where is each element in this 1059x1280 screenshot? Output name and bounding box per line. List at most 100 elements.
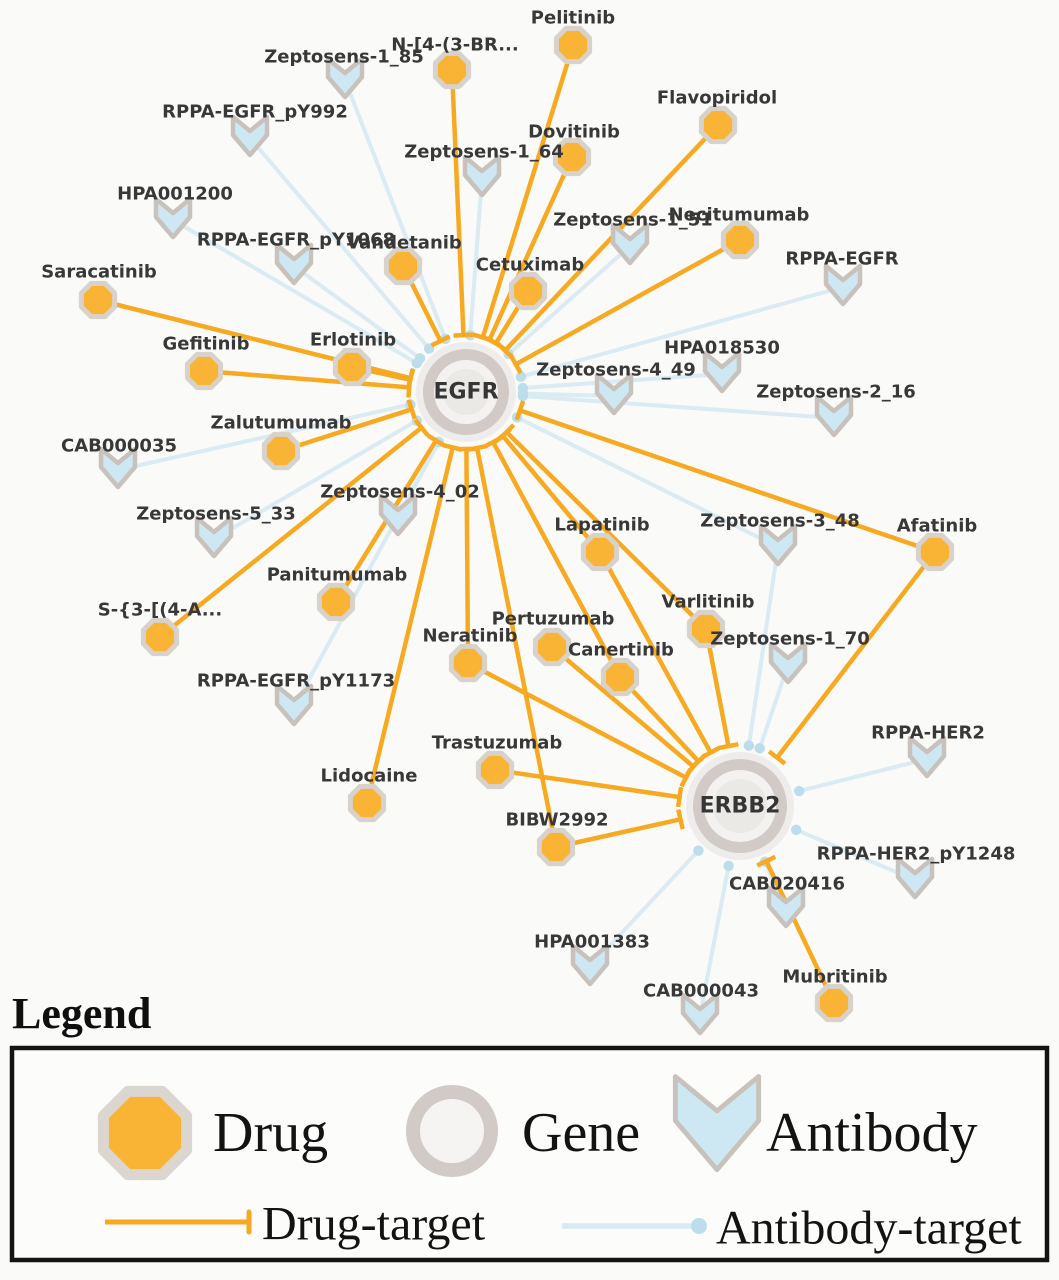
- legend-antibody-label: Antibody: [766, 1102, 978, 1164]
- label-py1173: RPPA-EGFR_pY1173: [197, 671, 395, 692]
- drug-node-pelitinib[interactable]: [553, 25, 593, 65]
- label-dovitinib: Dovitinib: [528, 122, 620, 143]
- drug-node-s34a[interactable]: [140, 617, 180, 657]
- label-cab000043: CAB000043: [643, 981, 759, 1002]
- legend: Legend Drug Gene Antibody Drug-target An…: [9, 989, 1050, 1263]
- label-zep533: Zeptosens-5_33: [136, 504, 296, 525]
- edge-neratinib-egfr: [466, 449, 468, 664]
- drug-node-lidocaine[interactable]: [347, 783, 387, 823]
- label-zep402: Zeptosens-4_02: [320, 482, 480, 503]
- label-panitumumab: Panitumumab: [267, 565, 408, 586]
- label-py1068: RPPA-EGFR_pY1068: [197, 230, 395, 251]
- label-zep151: Zeptosens-1_51: [553, 210, 713, 231]
- drug-node-neratinib[interactable]: [448, 643, 488, 683]
- edge-mubritinib-erbb2: [766, 861, 837, 1004]
- edge-gefitinib-egfr: [203, 368, 409, 387]
- antibody-node-hpa001200[interactable]: [153, 196, 193, 240]
- antibody-node-zep170[interactable]: [768, 641, 808, 685]
- drug-node-n43br[interactable]: [432, 50, 472, 90]
- edge-bibw2992-erbb2: [555, 819, 681, 850]
- label-mubritinib: Mubritinib: [782, 967, 887, 988]
- drug-node-necitumumab[interactable]: [720, 220, 760, 260]
- edge-varlitinib-erbb2: [703, 628, 729, 746]
- edge-zep533-egfr: [212, 415, 422, 541]
- label-cab020416: CAB020416: [729, 874, 845, 895]
- drug-node-lapatinib[interactable]: [580, 532, 620, 572]
- antibody-node-zep151[interactable]: [610, 222, 650, 266]
- label-saracatinib: Saracatinib: [41, 262, 157, 283]
- label-neratinib: Neratinib: [423, 626, 518, 647]
- edge-s34a-egfr: [158, 428, 422, 639]
- antibody-node-cab000043[interactable]: [680, 992, 720, 1036]
- label-pertuzumab: Pertuzumab: [492, 609, 615, 630]
- antibody-node-py1068[interactable]: [274, 242, 314, 286]
- label-n43br: N-[4-(3-BR...: [391, 35, 518, 56]
- edge-zep348-erbb2: [743, 546, 780, 751]
- antibody-node-cab000035[interactable]: [98, 446, 138, 490]
- drug-node-gefitinib[interactable]: [184, 351, 224, 391]
- edge-cab000035-egfr: [117, 399, 416, 472]
- drug-node-dovitinib[interactable]: [552, 137, 592, 177]
- edge-zep348-egfr: [511, 412, 779, 549]
- gene-node-egfr[interactable]: [416, 342, 516, 442]
- label-py1248: RPPA-HER2_pY1248: [817, 844, 1016, 865]
- legend-antibody-target-label: Antibody-target: [716, 1202, 1022, 1255]
- label-hpa018530: HPA018530: [664, 338, 780, 359]
- label-erbb2: ERBB2: [700, 794, 781, 819]
- edge-trastuzumab-erbb2: [494, 767, 680, 797]
- antibody-node-py1173[interactable]: [274, 683, 314, 727]
- drug-node-zalutumumab[interactable]: [261, 431, 301, 471]
- legend-drug-icon: [97, 1085, 193, 1181]
- antibody-node-hpa018530[interactable]: [702, 350, 742, 394]
- edge-py992-egfr: [248, 136, 435, 354]
- antibody-node-cab020416[interactable]: [766, 885, 806, 929]
- drug-node-panitumumab[interactable]: [316, 582, 356, 622]
- drug-node-varlitinib[interactable]: [686, 609, 726, 649]
- antibody-node-zep216[interactable]: [814, 394, 854, 438]
- antibody-node-py1248[interactable]: [895, 856, 935, 900]
- label-zep216: Zeptosens-2_16: [756, 382, 916, 403]
- label-egfr: EGFR: [433, 380, 498, 405]
- antibody-node-rppaher2[interactable]: [907, 735, 947, 779]
- edge-lidocaine-egfr: [364, 447, 453, 804]
- drug-node-vandetanib[interactable]: [383, 246, 423, 286]
- label-cab000035: CAB000035: [61, 436, 177, 457]
- label-zep449: Zeptosens-4_49: [536, 360, 696, 381]
- label-varlitinib: Varlitinib: [662, 592, 755, 613]
- label-s34a: S-{3-[(4-A...: [98, 600, 222, 621]
- antibody-node-zep185[interactable]: [325, 56, 365, 100]
- edge-cab000043-erbb2: [698, 860, 734, 1017]
- nodes-layer: [78, 25, 955, 1036]
- edge-pertuzumab-erbb2: [550, 645, 693, 767]
- edge-canertinib-erbb2: [618, 675, 699, 761]
- antibody-node-zep533[interactable]: [194, 515, 234, 559]
- drug-node-afatinib[interactable]: [915, 532, 955, 572]
- drug-node-cetuximab[interactable]: [508, 271, 548, 311]
- antibody-node-zep164[interactable]: [462, 154, 502, 198]
- label-cetuximab: Cetuximab: [476, 255, 585, 276]
- edge-rppaegfr-egfr: [515, 285, 844, 382]
- antibody-node-hpa001383[interactable]: [570, 943, 610, 987]
- antibody-node-py992[interactable]: [230, 114, 270, 158]
- label-trastuzumab: Trastuzumab: [432, 733, 563, 754]
- edge-hpa001200-egfr: [171, 218, 422, 369]
- edge-n43br-egfr: [449, 69, 464, 335]
- drug-node-flavopiridol[interactable]: [698, 105, 738, 145]
- legend-title: Legend: [12, 989, 151, 1038]
- drug-node-erlotinib[interactable]: [332, 347, 372, 387]
- drug-node-pertuzumab[interactable]: [532, 627, 572, 667]
- edge-lapatinib-egfr: [503, 436, 602, 554]
- label-hpa001200: HPA001200: [117, 184, 233, 205]
- drug-node-bibw2992[interactable]: [536, 827, 576, 867]
- drug-node-canertinib[interactable]: [600, 657, 640, 697]
- antibody-node-zep402[interactable]: [378, 493, 418, 537]
- label-lidocaine: Lidocaine: [321, 766, 418, 787]
- drug-node-mubritinib[interactable]: [814, 983, 854, 1023]
- antibody-node-zep348[interactable]: [758, 523, 798, 567]
- antibody-node-rppaegfr[interactable]: [823, 263, 863, 307]
- edge-bibw2992-egfr: [477, 448, 559, 848]
- antibody-node-zep449[interactable]: [594, 372, 634, 416]
- gene-node-erbb2[interactable]: [686, 752, 794, 860]
- drug-node-trastuzumab[interactable]: [475, 750, 515, 790]
- drug-node-saracatinib[interactable]: [78, 280, 118, 320]
